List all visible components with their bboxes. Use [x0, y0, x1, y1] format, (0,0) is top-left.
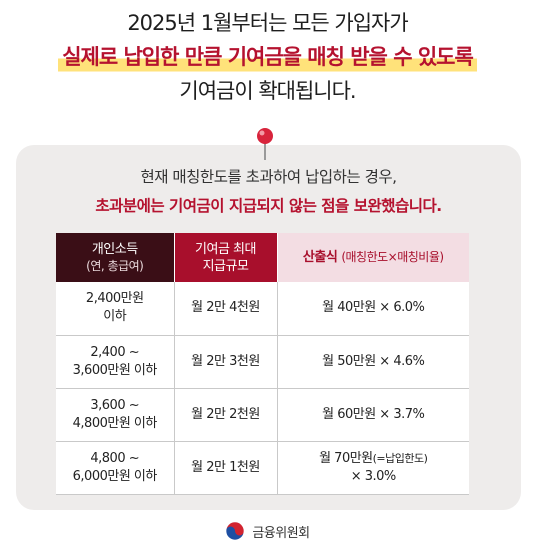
table-header-row: 개인소득 (연, 총급여) 기여금 최대 지급규모 산출식 (매칭한도×매칭비율…: [56, 233, 469, 282]
header-formula: 산출식 (매칭한도×매칭비율): [276, 233, 469, 282]
matching-table: 개인소득 (연, 총급여) 기여금 최대 지급규모 산출식 (매칭한도×매칭비율…: [56, 233, 469, 495]
card-emphasis: 초과분에는 기여금이 지급되지 않는 점을 보완했습니다.: [16, 194, 521, 216]
push-pin-icon: [257, 128, 273, 160]
formula-cell: 월 70만원(=납입한도) × 3.0%: [276, 441, 469, 495]
headline-line-1: 2025년 1월부터는 모든 가입자가: [127, 11, 408, 35]
taegeuk-emblem-icon: [226, 521, 245, 541]
income-cell: 3,600 ~4,800만원 이하: [56, 388, 174, 442]
org-name: 금융위원회: [252, 525, 310, 541]
footer: 금융위원회: [0, 520, 535, 542]
headline-line-3: 기여금이 확대됩니다.: [179, 79, 356, 103]
header-income: 개인소득 (연, 총급여): [56, 233, 174, 282]
card-emphasis-text: 초과분에는 기여금이 지급되지 않는 점을 보완했습니다.: [95, 197, 442, 215]
table-row: 3,600 ~4,800만원 이하 월 2만 2천원 월 60만원 × 3.7%: [56, 388, 469, 442]
max-cell: 월 2만 1천원: [173, 441, 277, 495]
header-max-contribution: 기여금 최대 지급규모: [173, 233, 277, 282]
table-row: 2,400만원 이하 월 2만 4천원 월 40만원 × 6.0%: [56, 282, 469, 336]
headline: 2025년 1월부터는 모든 가입자가 실제로 납입한 만큼 기여금을 매칭 받…: [0, 6, 535, 108]
max-cell: 월 2만 4천원: [173, 282, 277, 336]
card-intro: 현재 매칭한도를 초과하여 납입하는 경우,: [140, 168, 397, 186]
headline-highlight: 실제로 납입한 만큼 기여금을 매칭 받을 수 있도록: [58, 40, 477, 74]
formula-cell: 월 60만원 × 3.7%: [276, 388, 469, 442]
table-row: 4,800 ~6,000만원 이하 월 2만 1천원 월 70만원(=납입한도)…: [56, 441, 469, 495]
formula-cell: 월 40만원 × 6.0%: [276, 282, 469, 336]
formula-cell: 월 50만원 × 4.6%: [276, 335, 469, 389]
max-cell: 월 2만 3천원: [173, 335, 277, 389]
income-cell: 2,400 ~3,600만원 이하: [56, 335, 174, 389]
income-cell: 4,800 ~6,000만원 이하: [56, 441, 174, 495]
income-cell: 2,400만원 이하: [56, 282, 174, 336]
table-row: 2,400 ~3,600만원 이하 월 2만 3천원 월 50만원 × 4.6%: [56, 335, 469, 389]
max-cell: 월 2만 2천원: [173, 388, 277, 442]
